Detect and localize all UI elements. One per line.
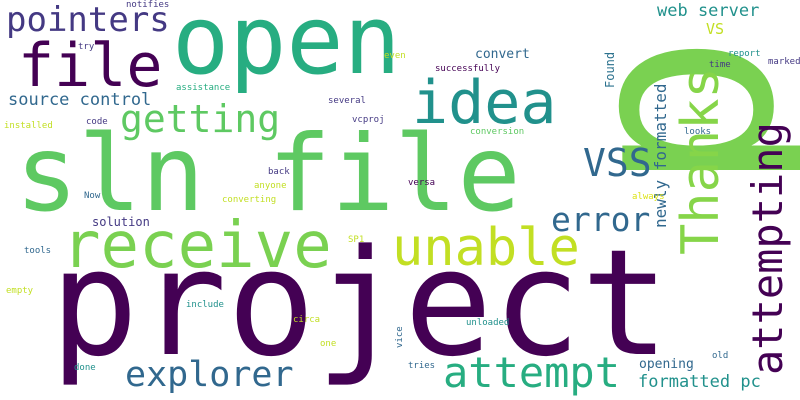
word-done: done — [74, 363, 96, 373]
word-converting: converting — [222, 195, 277, 205]
word-versa: versa — [408, 178, 436, 188]
word-idea: idea — [412, 68, 557, 138]
word-vcproj: vcproj — [352, 115, 385, 125]
word-open: open — [172, 0, 401, 96]
word-explorer: explorer — [125, 355, 294, 395]
word-report: report — [728, 49, 761, 59]
word-pointers: pointers — [6, 0, 170, 40]
word-anyone: anyone — [254, 181, 287, 191]
word-old: old — [712, 351, 729, 361]
word-receive: receive — [62, 209, 332, 283]
word-getting: getting — [120, 97, 281, 141]
word-attempting: attempting — [743, 122, 792, 375]
word-solution: solution — [92, 215, 150, 229]
word-project: project — [50, 218, 670, 389]
word-try: try — [78, 42, 95, 52]
word-installed: installed — [4, 121, 53, 131]
word-code: code — [86, 117, 108, 127]
word-file: file — [18, 31, 163, 101]
word-one: one — [320, 339, 337, 349]
word-web-server: web server — [657, 1, 760, 21]
word-sp1: SP1 — [348, 235, 365, 245]
word-sln-file: sln file — [15, 113, 521, 235]
word-tools: tools — [24, 246, 52, 256]
word-vss: VSS — [583, 141, 652, 185]
word-even: even — [384, 51, 406, 61]
word-several: several — [328, 96, 366, 106]
word-found: Found — [603, 51, 617, 88]
word-conversion: conversion — [470, 127, 525, 137]
word-include: include — [186, 300, 224, 310]
word-unable: unable — [392, 218, 580, 278]
word-error: error — [551, 200, 651, 239]
word-tries: tries — [408, 361, 436, 371]
word-opening: opening — [639, 357, 694, 372]
word-back: back — [268, 167, 290, 177]
word-always: always — [632, 192, 665, 202]
word-vice: vice — [395, 326, 405, 348]
word-assistance: assistance — [176, 83, 231, 93]
word-looks: looks — [684, 127, 712, 137]
word-vs: VS — [706, 20, 725, 38]
word-marked: marked — [768, 57, 800, 67]
word-newly-formatted: newly formatted — [651, 83, 670, 229]
word-successfully: successfully — [435, 64, 501, 74]
word-attempt: attempt — [443, 348, 621, 397]
word-time: time — [709, 60, 731, 70]
word-thanks: Thanks — [671, 67, 731, 255]
word-circa: circa — [293, 315, 321, 325]
word-formatted-pc: formatted pc — [638, 372, 761, 392]
word-now: Now — [84, 191, 101, 201]
word-empty: empty — [6, 286, 34, 296]
word-unloaded: unloaded — [466, 318, 510, 328]
word-source-control: source control — [8, 90, 152, 110]
word-notifies: notifies — [126, 0, 170, 10]
word-convert: convert — [475, 47, 530, 62]
